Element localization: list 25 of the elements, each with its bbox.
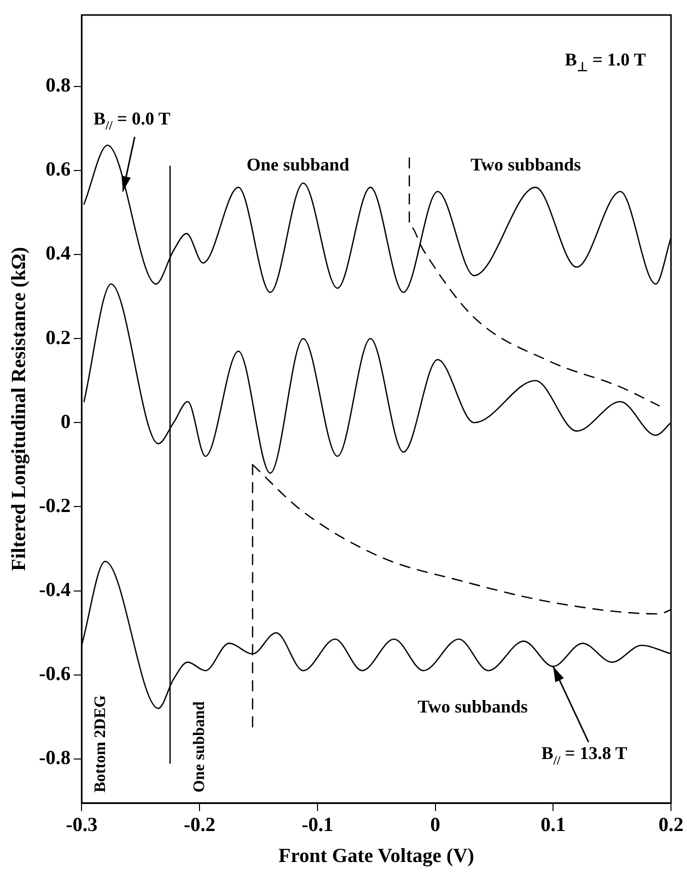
x-tick-label: -0.1 bbox=[302, 814, 334, 836]
y-tick-label: 0.8 bbox=[46, 74, 71, 97]
annotation: Two subbands bbox=[470, 154, 581, 174]
annotation: B⊥ = 1.0 T bbox=[564, 49, 646, 74]
y-tick-label: 0.2 bbox=[46, 326, 71, 349]
x-tick-label: 0.2 bbox=[658, 814, 684, 836]
y-tick-label: -0.2 bbox=[38, 494, 71, 517]
annotation: B// = 13.8 T bbox=[541, 742, 628, 768]
y-axis-title: Filtered Longitudinal Resistance (kΩ) bbox=[8, 247, 30, 571]
y-tick-label: -0.6 bbox=[38, 662, 71, 685]
x-tick-label: -0.2 bbox=[184, 814, 216, 836]
y-tick-label: 0.4 bbox=[46, 242, 71, 265]
y-tick-label: -0.8 bbox=[38, 747, 71, 770]
y-tick-label: 0 bbox=[60, 410, 71, 433]
y-tick-label: 0.6 bbox=[46, 158, 71, 181]
annotation: One subband bbox=[246, 154, 350, 174]
x-tick-label: 0 bbox=[430, 814, 440, 836]
x-tick-label: -0.3 bbox=[66, 814, 98, 836]
x-tick-label: 0.1 bbox=[540, 814, 566, 836]
annotation: Bottom 2DEG bbox=[92, 694, 110, 792]
annotation: One subband bbox=[191, 701, 208, 792]
y-tick-label: -0.4 bbox=[38, 578, 71, 601]
annotation: B// = 0.0 T bbox=[93, 108, 170, 133]
annotation: Two subbands bbox=[418, 696, 528, 717]
x-axis-title: Front Gate Voltage (V) bbox=[278, 845, 474, 868]
